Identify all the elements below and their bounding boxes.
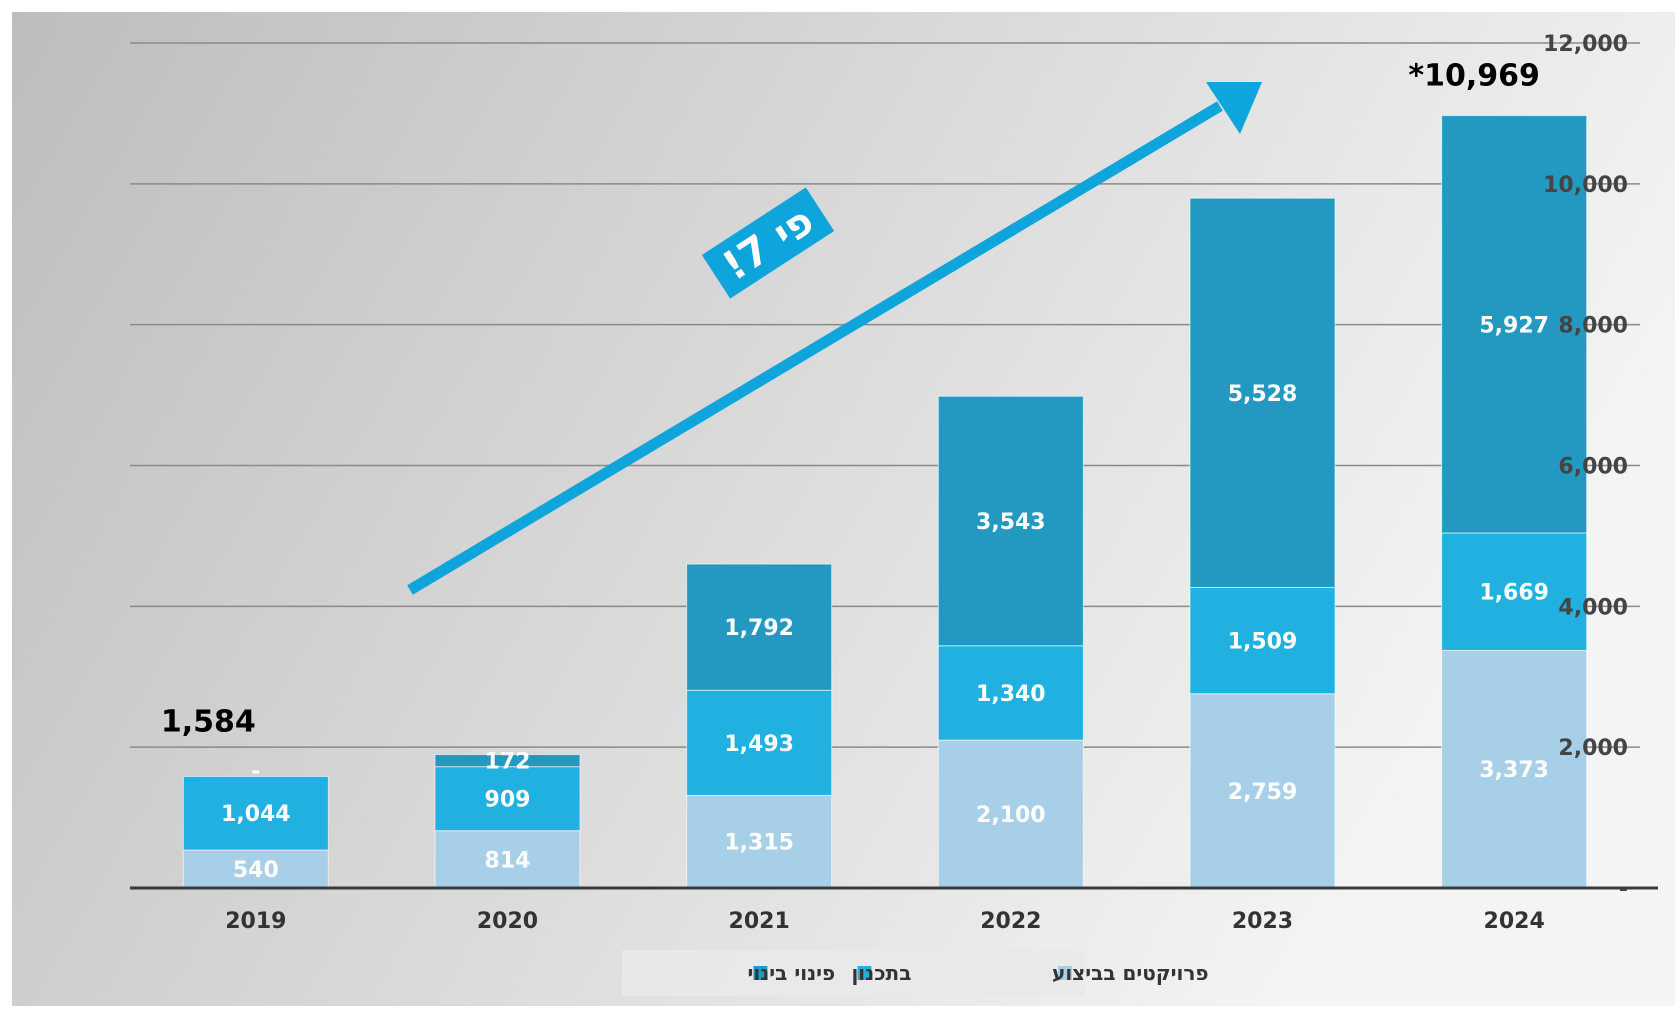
bar-segment-2020-1 [434, 766, 581, 832]
legend: פרויקטים בביצוע בתכנון פינוי בינוי [622, 950, 1209, 996]
legend-item-label: פרויקטים בביצוע [1052, 961, 1209, 985]
bar-segment-2024-1 [1441, 532, 1588, 651]
gridlines [130, 42, 1640, 748]
data-label: 5,927 [1479, 313, 1549, 338]
data-labels: 540 1,044 - 814 909 172 1,315 1,493 1,792 2,100 1,… [161, 59, 1549, 883]
data-label: 1,509 [1228, 630, 1298, 655]
growth-arrow-head [1206, 82, 1262, 134]
y-tick-label: 12,000 [1543, 32, 1628, 57]
x-tick-label: 2023 [1232, 909, 1293, 934]
total-label: *10,969 [1408, 59, 1539, 94]
bars [182, 115, 1588, 889]
x-tick-label: 2020 [477, 909, 538, 934]
data-label: - [251, 759, 260, 784]
y-tick-label: 4,000 [1558, 595, 1628, 620]
data-label: 2,759 [1228, 780, 1298, 805]
bar-segment-2021-0 [686, 794, 833, 889]
bar-segment-2024-2 [1441, 115, 1588, 534]
y-tick-label: 2,000 [1558, 736, 1628, 761]
legend-swatch-0 [1058, 966, 1072, 980]
data-label: 814 [485, 848, 531, 873]
legend-swatch-2 [753, 966, 768, 980]
data-label: 1,669 [1479, 581, 1549, 606]
bar-segment-2023-2 [1189, 197, 1336, 588]
data-label: 1,315 [724, 831, 794, 856]
x-tick-label: 2021 [729, 909, 790, 934]
data-label: 3,373 [1479, 758, 1549, 783]
growth-arrow-shaft [407, 101, 1223, 595]
data-label: 909 [485, 788, 531, 813]
legend-box [622, 950, 1085, 996]
data-label: 540 [233, 858, 279, 883]
legend-item-label: בתכנון [851, 961, 911, 985]
data-label: 5,528 [1228, 382, 1298, 407]
bar-segment-2022-0 [937, 739, 1084, 889]
bar-segment-2020-2 [434, 754, 581, 768]
bar-segment-2022-2 [937, 395, 1084, 647]
data-label: 2,100 [976, 803, 1046, 828]
legend-item-label: פינוי בינוי [747, 961, 835, 985]
x-tick-label: 2024 [1484, 909, 1545, 934]
axes: - 2,000 4,000 6,000 8,000 10,000 12,000 2019 202… [130, 32, 1658, 934]
bar-segment-2019-0 [182, 849, 329, 889]
bar-segment-2023-0 [1189, 693, 1336, 889]
bar-segment-2023-1 [1189, 586, 1336, 695]
data-label: 1,044 [221, 802, 291, 827]
annotation-badge-box [701, 187, 835, 299]
data-label: 172 [485, 750, 531, 775]
bar-segment-2021-1 [686, 689, 833, 796]
x-tick-label: 2019 [225, 909, 286, 934]
x-tick-label: 2022 [980, 909, 1041, 934]
data-label: 1,493 [724, 732, 794, 757]
bar-segment-2021-2 [686, 563, 833, 691]
bar-segment-2019-1 [182, 775, 329, 851]
y-tick-label: 10,000 [1543, 173, 1628, 198]
y-tick-label: 6,000 [1558, 455, 1628, 480]
bar-segment-2024-0 [1441, 649, 1588, 889]
y-tick-label: 8,000 [1558, 314, 1628, 339]
data-label: 1,792 [724, 616, 794, 641]
data-label: 1,340 [976, 682, 1046, 707]
legend-swatch-1 [857, 966, 872, 980]
total-label: 1,584 [161, 704, 256, 739]
data-label: 3,543 [976, 510, 1046, 535]
